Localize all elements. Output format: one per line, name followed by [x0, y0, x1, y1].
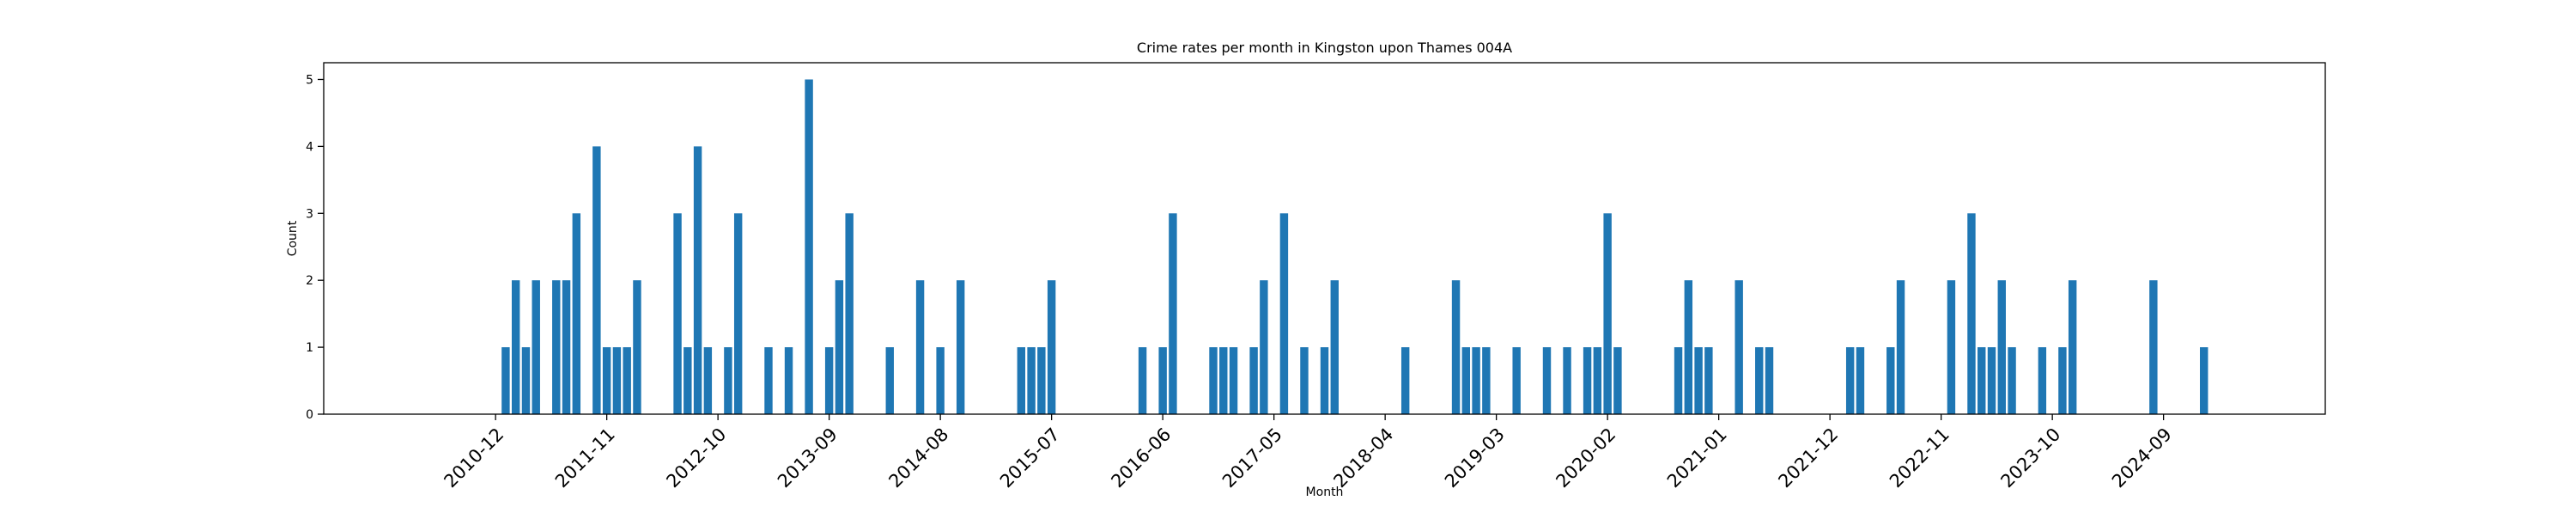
- bar: [612, 347, 622, 414]
- bar: [915, 280, 925, 414]
- bar: [1886, 347, 1895, 414]
- bar: [2058, 347, 2067, 414]
- bar: [552, 280, 561, 414]
- bar: [1330, 280, 1339, 414]
- bar: [1593, 347, 1602, 414]
- bar: [592, 146, 601, 414]
- bar: [1684, 280, 1693, 414]
- y-axis-label: Count: [286, 220, 300, 256]
- bar: [1845, 347, 1855, 414]
- y-axis: 0 1 2 3 4 5: [306, 73, 324, 422]
- bar: [693, 146, 702, 414]
- bar: [1674, 347, 1683, 414]
- bar: [1896, 280, 1905, 414]
- bar: [805, 79, 813, 414]
- bar: [623, 347, 631, 414]
- bar: [511, 280, 520, 414]
- y-tick-label: 2: [306, 274, 313, 288]
- bar: [956, 280, 965, 414]
- bar: [1755, 347, 1764, 414]
- y-tick-label: 0: [306, 408, 313, 422]
- bar: [1209, 347, 1218, 414]
- bar: [1229, 347, 1238, 414]
- bar: [1482, 347, 1491, 414]
- bar: [1967, 213, 1976, 414]
- bar: [1027, 347, 1036, 414]
- bar: [2038, 347, 2047, 414]
- bar: [1300, 347, 1309, 414]
- bar: [1017, 347, 1026, 414]
- bar: [1047, 280, 1056, 414]
- bar: [1451, 280, 1461, 414]
- y-tick-label: 3: [306, 207, 313, 221]
- bar: [845, 213, 854, 414]
- bar: [1512, 347, 1521, 414]
- bar: [1037, 347, 1046, 414]
- bar: [1694, 347, 1703, 414]
- bar: [1158, 347, 1167, 414]
- y-tick-label: 4: [306, 140, 313, 154]
- y-tick-label: 5: [306, 73, 313, 87]
- bar: [764, 347, 773, 414]
- bar: [936, 347, 945, 414]
- bar: [1563, 347, 1571, 414]
- bar: [1279, 213, 1289, 414]
- bar: [2008, 347, 2016, 414]
- bar: [733, 213, 743, 414]
- bar: [835, 280, 844, 414]
- bar: [2068, 280, 2077, 414]
- bar: [1997, 280, 2006, 414]
- bar: [602, 347, 611, 414]
- bar: [824, 347, 834, 414]
- bar: [1461, 347, 1471, 414]
- y-tick-label: 1: [306, 341, 313, 355]
- bar: [1765, 347, 1774, 414]
- bar: [683, 347, 692, 414]
- bar: [572, 213, 581, 414]
- bar: [1320, 347, 1329, 414]
- bars-group: [501, 79, 2208, 414]
- bar: [1735, 280, 1743, 414]
- x-axis-label: Month: [1306, 485, 1344, 499]
- bar: [562, 280, 571, 414]
- bar: [1613, 347, 1622, 414]
- bar: [1169, 213, 1177, 414]
- bar: [673, 213, 682, 414]
- bar: [2149, 280, 2158, 414]
- chart-title: Crime rates per month in Kingston upon T…: [1137, 40, 1512, 56]
- bar: [532, 280, 540, 414]
- bar: [1260, 280, 1268, 414]
- bar: [1542, 347, 1552, 414]
- bar: [633, 280, 641, 414]
- bar: [2200, 347, 2208, 414]
- bar: [1704, 347, 1713, 414]
- bar: [885, 347, 894, 414]
- bar: [703, 347, 713, 414]
- bar: [1219, 347, 1228, 414]
- bar: [521, 347, 531, 414]
- bar: [1472, 347, 1480, 414]
- bar: [1400, 347, 1410, 414]
- bar: [1138, 347, 1147, 414]
- bar: [1583, 347, 1592, 414]
- bar: [1978, 347, 1986, 414]
- plot-frame: [323, 62, 2326, 415]
- bar: [784, 347, 793, 414]
- bar: [1947, 280, 1956, 414]
- bar: [1603, 213, 1612, 414]
- bar: [724, 347, 732, 414]
- bar: [1856, 347, 1865, 414]
- bar: [1249, 347, 1258, 414]
- bar: [501, 347, 510, 414]
- bar: [1987, 347, 1996, 414]
